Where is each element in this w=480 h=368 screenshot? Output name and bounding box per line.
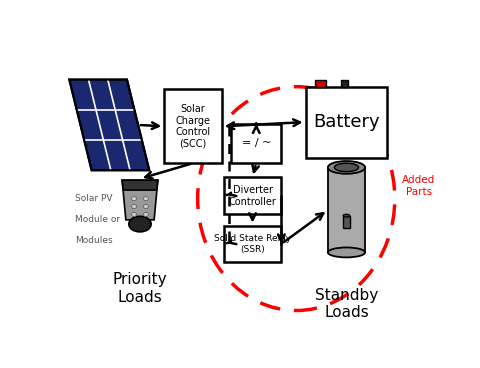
Circle shape [144,212,148,216]
Bar [224,177,281,214]
Polygon shape [122,180,158,220]
Bar [231,124,281,163]
Text: Added
Parts: Added Parts [402,175,436,197]
Text: Priority
Loads: Priority Loads [113,272,168,305]
Text: = / ~: = / ~ [241,138,271,148]
Bar [328,167,365,252]
Bar [315,79,326,87]
Ellipse shape [129,216,151,232]
Bar [305,87,387,158]
Circle shape [132,212,137,216]
Circle shape [144,197,148,201]
Circle shape [132,197,137,201]
Text: Diverter
Controller: Diverter Controller [228,185,276,206]
Bar [341,79,348,87]
Circle shape [132,205,137,209]
Ellipse shape [335,163,359,172]
Bar [164,89,222,163]
Circle shape [144,205,148,209]
Text: Solar
Charge
Control
(SCC): Solar Charge Control (SCC) [175,104,211,149]
Ellipse shape [328,247,365,257]
Ellipse shape [343,214,350,217]
Polygon shape [122,180,158,190]
Text: Standby
Loads: Standby Loads [315,288,378,320]
Polygon shape [69,79,149,170]
Bar [343,216,350,228]
Text: Battery: Battery [313,113,380,131]
Text: Solar PV

Module or

Modules: Solar PV Module or Modules [75,194,120,245]
Bar [224,226,281,262]
Ellipse shape [328,161,365,174]
Text: Solid State Relay
(SSR): Solid State Relay (SSR) [214,234,291,254]
